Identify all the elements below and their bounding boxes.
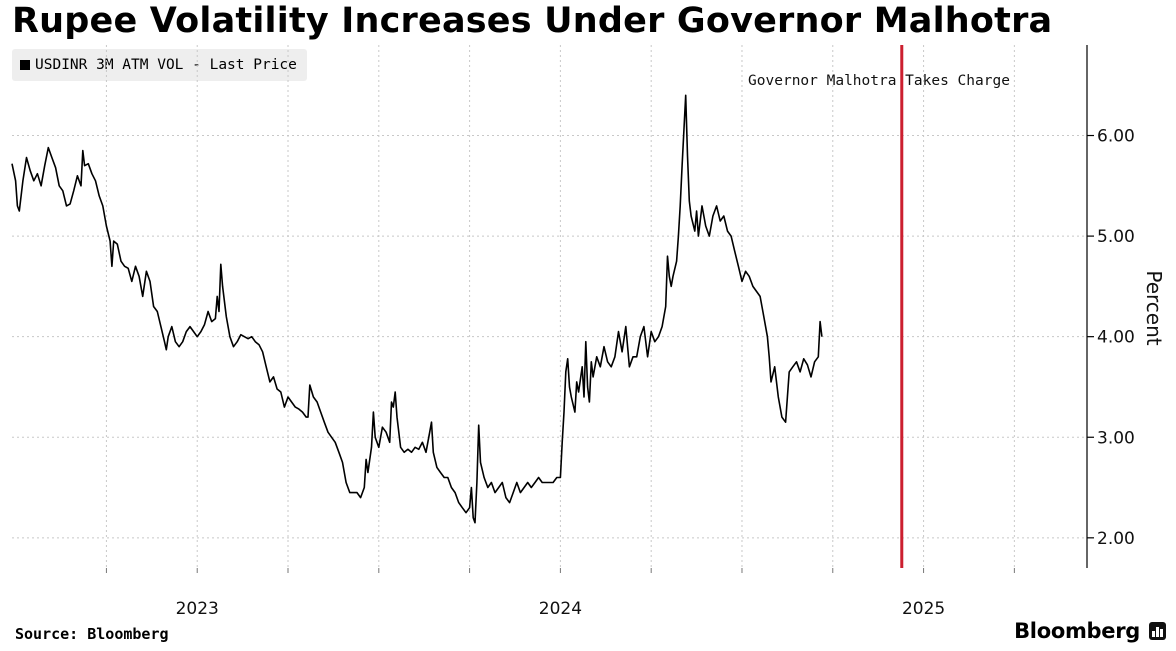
chart-title: Rupee Volatility Increases Under Governo… (12, 1, 1053, 41)
y-tick-label: 4.00 (1097, 328, 1135, 348)
bloomberg-terminal-icon (1149, 622, 1166, 640)
x-tick-label: 2025 (902, 599, 945, 619)
y-axis-label: Percent (1142, 270, 1166, 345)
annotation: Governor Malhotra Takes Charge (748, 45, 1010, 568)
y-tick-label: 2.00 (1097, 529, 1135, 549)
y-tick-label: 6.00 (1097, 127, 1135, 147)
x-tick-label: 2024 (539, 599, 582, 619)
y-tick-label: 3.00 (1097, 428, 1135, 448)
x-tick-label: 2023 (176, 599, 219, 619)
y-tick-label: 5.00 (1097, 227, 1135, 247)
legend: USDINR 3M ATM VOL - Last Price (12, 49, 307, 81)
series-line (11, 94, 823, 524)
annotation-label: Governor Malhotra Takes Charge (748, 73, 1010, 89)
brand-logo: Bloomberg (1014, 619, 1140, 643)
axes: 2.00 3.00 4.00 5.00 6.00 2023 2024 2025 (105, 45, 1135, 619)
gridlines (12, 45, 1087, 568)
source-note: Source: Bloomberg (15, 625, 169, 643)
legend-swatch (20, 60, 30, 70)
legend-label: USDINR 3M ATM VOL - Last Price (35, 57, 297, 73)
